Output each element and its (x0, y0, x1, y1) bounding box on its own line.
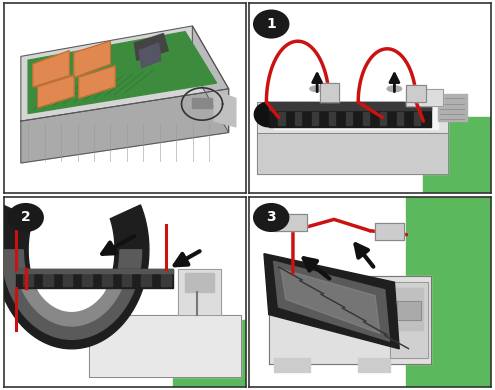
Polygon shape (173, 320, 246, 387)
Polygon shape (274, 261, 390, 341)
Polygon shape (16, 269, 173, 273)
Polygon shape (279, 112, 285, 125)
Polygon shape (193, 26, 229, 133)
Polygon shape (63, 271, 72, 286)
Polygon shape (397, 301, 421, 320)
Polygon shape (21, 26, 229, 121)
Polygon shape (185, 273, 214, 292)
Circle shape (8, 204, 43, 231)
Polygon shape (82, 271, 92, 286)
Polygon shape (33, 51, 69, 87)
Polygon shape (269, 277, 431, 364)
Polygon shape (1, 250, 142, 339)
Polygon shape (16, 269, 173, 288)
Polygon shape (122, 271, 131, 286)
Polygon shape (406, 89, 443, 106)
Polygon shape (74, 41, 110, 77)
Polygon shape (28, 32, 216, 113)
Polygon shape (161, 271, 171, 286)
Polygon shape (23, 271, 33, 286)
Polygon shape (329, 112, 335, 125)
Circle shape (254, 204, 289, 231)
Polygon shape (89, 315, 241, 378)
Polygon shape (264, 254, 399, 349)
Polygon shape (395, 288, 423, 330)
Polygon shape (16, 269, 127, 326)
Polygon shape (139, 43, 161, 68)
Polygon shape (274, 358, 310, 372)
Polygon shape (214, 90, 236, 127)
Polygon shape (358, 358, 390, 372)
Text: 3: 3 (266, 211, 276, 225)
Polygon shape (269, 102, 431, 110)
Polygon shape (363, 112, 369, 125)
Polygon shape (0, 205, 149, 349)
Polygon shape (423, 117, 491, 193)
Polygon shape (312, 112, 318, 125)
Text: 2: 2 (21, 211, 31, 225)
Polygon shape (390, 282, 428, 358)
Circle shape (254, 11, 289, 38)
Polygon shape (274, 106, 438, 129)
Polygon shape (135, 34, 168, 60)
Polygon shape (438, 94, 467, 121)
Polygon shape (79, 66, 115, 98)
Text: 1: 1 (266, 17, 276, 31)
Polygon shape (102, 271, 112, 286)
Polygon shape (193, 98, 212, 108)
Polygon shape (269, 102, 431, 127)
Polygon shape (141, 271, 151, 286)
Polygon shape (178, 269, 221, 315)
Polygon shape (406, 197, 491, 387)
Polygon shape (375, 223, 404, 240)
Polygon shape (414, 112, 420, 125)
Polygon shape (38, 75, 74, 108)
Polygon shape (320, 83, 339, 102)
Polygon shape (296, 112, 301, 125)
Polygon shape (257, 133, 447, 174)
Polygon shape (274, 214, 307, 231)
Polygon shape (406, 85, 426, 102)
Polygon shape (21, 89, 229, 163)
Ellipse shape (387, 86, 401, 92)
Polygon shape (346, 112, 352, 125)
Polygon shape (254, 102, 269, 127)
Ellipse shape (310, 86, 324, 92)
Polygon shape (397, 112, 403, 125)
Polygon shape (281, 269, 380, 333)
Polygon shape (257, 102, 447, 133)
Polygon shape (43, 271, 52, 286)
Polygon shape (380, 112, 386, 125)
